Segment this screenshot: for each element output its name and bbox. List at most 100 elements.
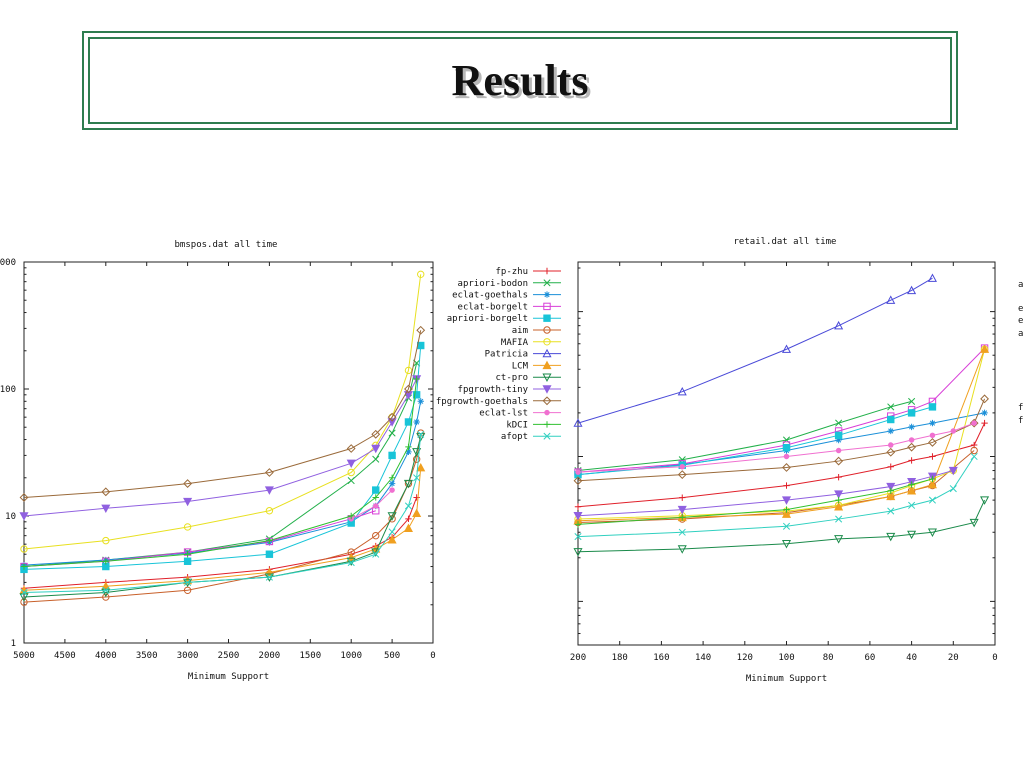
series-eclat-lst (575, 420, 977, 475)
series-afopt (20, 430, 425, 597)
data-point (412, 391, 421, 399)
data-point (417, 270, 425, 279)
series-line (577, 412, 985, 476)
data-point (980, 394, 989, 404)
x-tick-label: 3000 (177, 651, 199, 661)
series-line (577, 349, 986, 520)
data-point (413, 418, 420, 426)
data-point (927, 273, 937, 282)
data-point (265, 573, 273, 581)
legend-label: ecl (1018, 304, 1024, 314)
data-point (929, 453, 936, 460)
data-point (927, 479, 937, 489)
data-point (575, 469, 581, 475)
data-point (574, 533, 582, 541)
series-line (23, 467, 422, 591)
data-point (907, 530, 917, 540)
data-point (929, 432, 936, 439)
data-point (834, 456, 844, 466)
slide-title: Results (451, 56, 589, 105)
data-point (266, 537, 273, 544)
data-point (928, 438, 937, 447)
data-point (388, 451, 396, 460)
legend-marker (542, 396, 552, 406)
data-point (404, 384, 413, 394)
series-kDCI (574, 475, 936, 528)
data-point (928, 496, 937, 504)
data-point (781, 509, 792, 518)
y-tick-label: 10 (5, 512, 16, 522)
data-point (183, 523, 192, 531)
data-point (574, 503, 582, 510)
series-MAFIA (20, 270, 425, 553)
data-point (264, 486, 274, 495)
data-point (887, 463, 894, 470)
data-point (679, 514, 686, 521)
data-point (887, 415, 895, 424)
data-point (781, 496, 792, 505)
data-point (886, 482, 896, 492)
data-point (373, 503, 379, 509)
series-fpgrowth-goethals (573, 394, 989, 486)
data-point (887, 487, 894, 494)
legend-label: Patricia (485, 350, 528, 360)
series-Patricia (573, 273, 937, 427)
data-point (404, 502, 413, 510)
data-point (403, 479, 413, 489)
legend-marker (542, 385, 552, 394)
legend-label: ct-pro (495, 373, 528, 383)
x-tick-label: 3500 (136, 651, 158, 661)
series-line (23, 432, 422, 603)
data-point (573, 548, 583, 557)
data-point (886, 447, 896, 457)
series-line (577, 347, 985, 473)
legend-label: fp-zhu (495, 267, 528, 277)
data-point (102, 536, 110, 545)
legend-label: apriori-bodon (458, 279, 528, 289)
data-point (404, 366, 413, 375)
data-point (417, 430, 425, 438)
x-tick-label: 0 (992, 653, 997, 663)
series-MAFIA (574, 345, 989, 523)
legend-marker (544, 409, 550, 416)
series-line (23, 274, 422, 550)
x-tick-label: 60 (864, 653, 875, 663)
data-point (387, 535, 397, 544)
series-ct-pro (573, 496, 990, 557)
series-line (23, 436, 422, 598)
data-point (782, 444, 791, 452)
legend-label: LCM (512, 361, 529, 371)
series-fpgrowth-tiny (19, 375, 422, 521)
data-point (679, 463, 685, 470)
data-point (184, 578, 192, 586)
data-point (679, 494, 686, 501)
data-point (887, 507, 895, 515)
data-point (969, 418, 979, 428)
x-tick-label: 100 (778, 653, 794, 663)
legend-label: afopt (501, 432, 528, 442)
series-eclat-borgelt (574, 344, 989, 476)
series-afopt (574, 452, 978, 541)
data-point (887, 427, 894, 435)
legend: fp-zhu apriori-bodon eclat-goethalseclat-b… (436, 267, 561, 442)
legend-marker (543, 338, 551, 346)
data-point (416, 325, 426, 335)
data-point (405, 448, 412, 456)
data-point (835, 515, 843, 523)
data-point (574, 521, 582, 528)
series-apriori-bodon (20, 359, 421, 571)
data-point (907, 409, 916, 417)
legend-label: MAFIA (501, 338, 529, 348)
x-tick-label: 80 (823, 653, 834, 663)
x-tick-label: 2000 (259, 651, 281, 661)
plot-frame (23, 261, 434, 644)
series-line (577, 349, 986, 522)
data-point (835, 496, 842, 504)
series-line (23, 401, 422, 566)
data-point (372, 494, 379, 501)
x-tick-label: 20 (948, 653, 959, 663)
data-point (265, 507, 274, 515)
data-point (928, 403, 937, 411)
data-point (677, 386, 687, 396)
